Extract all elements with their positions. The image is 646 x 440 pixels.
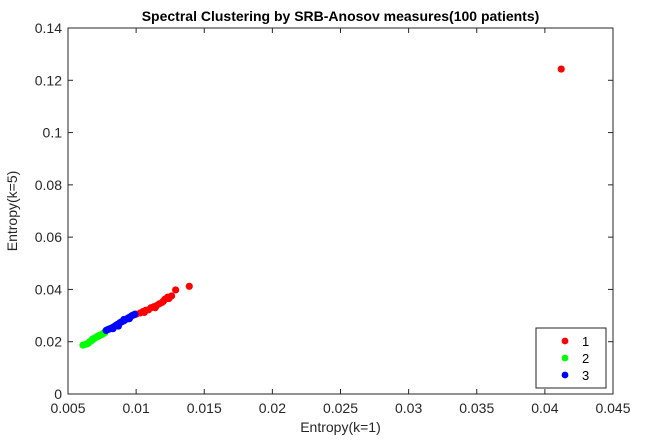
x-tick-label: 0.045 xyxy=(595,400,630,416)
x-tick-label: 0.035 xyxy=(459,400,494,416)
legend-label: 2 xyxy=(582,351,589,366)
data-points xyxy=(79,65,565,349)
data-point-series-1 xyxy=(159,297,167,305)
x-tick-label: 0.005 xyxy=(50,400,85,416)
data-point-series-2 xyxy=(83,340,91,348)
x-axis: 0.005 0.01 0.015 0.02 0.025 0.03 0.035 0.04 0.04… xyxy=(50,28,631,416)
plot-area xyxy=(67,27,614,395)
data-point-series-1 xyxy=(151,304,159,312)
x-tick-label: 0.01 xyxy=(123,400,150,416)
legend-marker-1 xyxy=(561,337,569,345)
data-point-series-3 xyxy=(120,315,128,324)
y-tick-label: 0.08 xyxy=(35,177,62,193)
data-point-series-3 xyxy=(125,315,133,323)
data-point-series-1 xyxy=(140,308,148,317)
legend-box xyxy=(535,327,607,389)
y-tick-label: 0 xyxy=(54,386,62,402)
x-tick-label: 0.03 xyxy=(395,400,422,416)
y-tick-label: 0.02 xyxy=(35,334,62,350)
data-point-series-2 xyxy=(94,332,102,341)
legend-marker-2 xyxy=(561,354,569,362)
x-tick-label: 0.025 xyxy=(323,400,358,416)
x-tick-label: 0.02 xyxy=(259,400,286,416)
x-tick-label: 0.015 xyxy=(187,400,222,416)
legend-label: 3 xyxy=(582,368,589,383)
data-point-series-2 xyxy=(88,335,97,343)
y-tick-label: 0.1 xyxy=(43,125,63,141)
legend-label: 1 xyxy=(582,334,589,349)
y-axis-title: Entropy(k=5) xyxy=(4,171,20,252)
legend: 1 2 3 xyxy=(535,327,607,389)
y-tick-label: 0.12 xyxy=(35,72,62,88)
data-point-series-1 xyxy=(165,294,173,303)
x-tick-label: 0.04 xyxy=(531,400,558,416)
y-tick-label: 0.14 xyxy=(35,20,62,36)
data-point-series-3 xyxy=(109,325,117,333)
legend-marker-3 xyxy=(561,371,569,379)
data-point-series-1 xyxy=(557,65,565,73)
y-axis: 0 0.02 0.04 0.06 0.08 0.1 0.12 0.14 xyxy=(35,20,613,402)
chart-title: Spectral Clustering by SRB-Anosov measur… xyxy=(142,8,540,24)
data-point-series-3 xyxy=(114,322,123,330)
data-point-series-1 xyxy=(185,282,193,290)
y-tick-label: 0.04 xyxy=(35,281,62,297)
data-point-series-3 xyxy=(131,310,139,318)
data-point-series-1 xyxy=(172,286,180,294)
x-axis-title: Entropy(k=1) xyxy=(300,419,381,435)
y-tick-label: 0.06 xyxy=(35,229,62,245)
